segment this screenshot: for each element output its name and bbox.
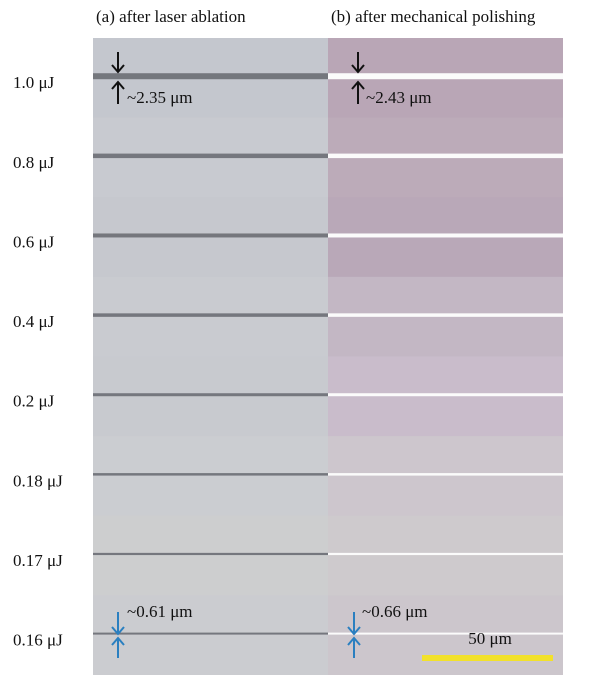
row-label: 0.17 μJ: [13, 551, 63, 570]
polished-line: [328, 553, 563, 555]
ablation-line: [93, 73, 328, 79]
width-label: ~2.43 μm: [366, 88, 432, 107]
micrograph-b: [328, 357, 563, 437]
micrograph-b: [328, 516, 563, 596]
row-label: 0.18 μJ: [13, 471, 63, 490]
ablation-line: [93, 313, 328, 317]
figure: (a) after laser ablation (b) after mecha…: [0, 0, 608, 675]
rows: 1.0 μJ 0.8 μJ 0.6 μJ 0.4 μJ 0.2 μJ 0.18 μJ 0.1…: [13, 38, 563, 675]
scale-bar: [422, 655, 553, 661]
row-label: 0.8 μJ: [13, 153, 55, 172]
polished-line: [328, 473, 563, 476]
row-label: 0.4 μJ: [13, 312, 55, 331]
ablation-line: [93, 473, 328, 476]
polished-line: [328, 73, 563, 79]
polished-line: [328, 313, 563, 317]
panel-a-title: (a) after laser ablation: [96, 7, 246, 26]
micrograph-a: [93, 277, 328, 357]
micrograph-b: [328, 277, 563, 357]
micrograph-b: [328, 436, 563, 516]
width-label: ~2.35 μm: [127, 88, 193, 107]
row-label: 0.2 μJ: [13, 392, 55, 411]
scale-bar-label: 50 μm: [468, 629, 512, 648]
ablation-line: [93, 233, 328, 237]
micrograph-a: [93, 357, 328, 437]
ablation-line: [93, 633, 328, 635]
panel-b-title: (b) after mechanical polishing: [331, 7, 536, 26]
polished-line: [328, 633, 563, 635]
row-label: 0.6 μJ: [13, 232, 55, 251]
row-label: 0.16 μJ: [13, 631, 63, 650]
ablation-line: [93, 393, 328, 396]
polished-line: [328, 233, 563, 237]
micrograph-a: [93, 436, 328, 516]
width-label: ~0.66 μm: [362, 602, 428, 621]
row-label: 1.0 μJ: [13, 73, 55, 92]
ablation-line: [93, 154, 328, 159]
polished-line: [328, 393, 563, 396]
polished-line: [328, 154, 563, 159]
micrograph-a: [93, 516, 328, 596]
ablation-line: [93, 553, 328, 555]
width-label: ~0.61 μm: [127, 602, 193, 621]
